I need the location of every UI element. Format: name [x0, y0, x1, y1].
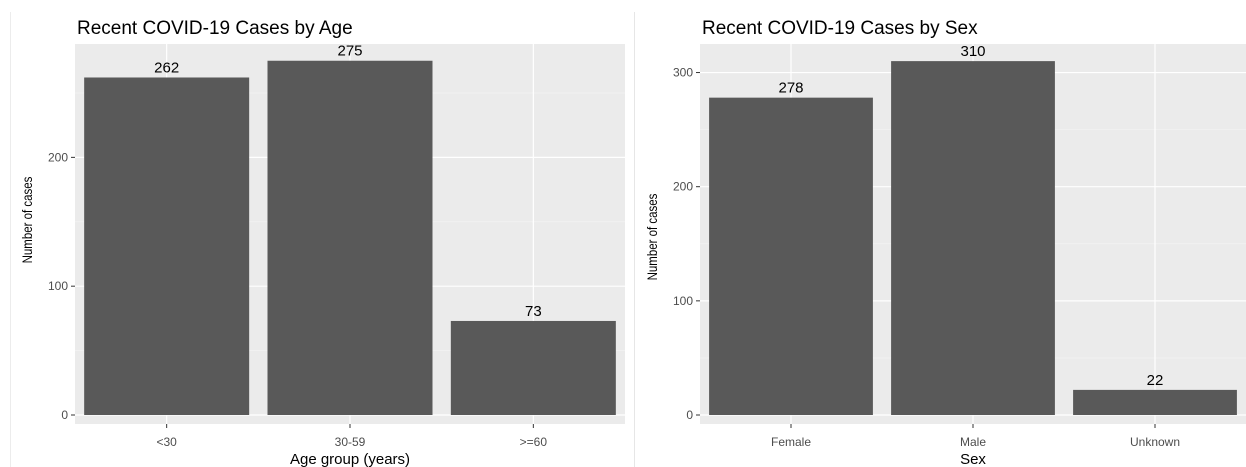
y-axis-label: Number of cases	[19, 177, 35, 264]
y-tick-label: 200	[673, 180, 693, 194]
x-tick-label: Male	[960, 435, 986, 449]
chart-title: Recent COVID-19 Cases by Age	[77, 18, 353, 39]
data-label: 73	[525, 303, 542, 320]
x-axis-label: Age group (years)	[290, 451, 410, 467]
bar	[1073, 389, 1237, 415]
panel-divider	[634, 12, 635, 467]
y-tick-label: 100	[48, 279, 68, 293]
y-tick-label: 0	[61, 408, 68, 422]
data-label: 278	[778, 80, 803, 97]
y-tick-label: 200	[48, 150, 68, 164]
left-border	[10, 12, 11, 467]
x-tick-label: Female	[771, 435, 811, 449]
x-tick-label: Unknown	[1130, 435, 1180, 449]
y-tick-label: 0	[686, 408, 693, 422]
x-tick-label: <30	[156, 435, 177, 449]
bar	[450, 320, 616, 415]
x-tick-label: >=60	[520, 435, 548, 449]
data-label: 22	[1147, 372, 1164, 389]
bar	[891, 61, 1055, 415]
x-tick-label: 30-59	[335, 435, 366, 449]
bar	[267, 60, 433, 416]
age-chart: Recent COVID-19 Cases by Age Number of c…	[19, 18, 625, 467]
bar	[709, 97, 873, 415]
data-label: 262	[154, 59, 179, 76]
y-axis-label: Number of cases	[644, 194, 660, 281]
y-tick-label: 100	[673, 294, 693, 308]
bar	[84, 77, 250, 416]
data-label: 310	[960, 43, 985, 60]
data-label: 275	[337, 43, 362, 60]
y-tick-label: 300	[673, 66, 693, 80]
x-axis-label: Sex	[960, 451, 986, 467]
chart-title: Recent COVID-19 Cases by Sex	[702, 18, 978, 39]
